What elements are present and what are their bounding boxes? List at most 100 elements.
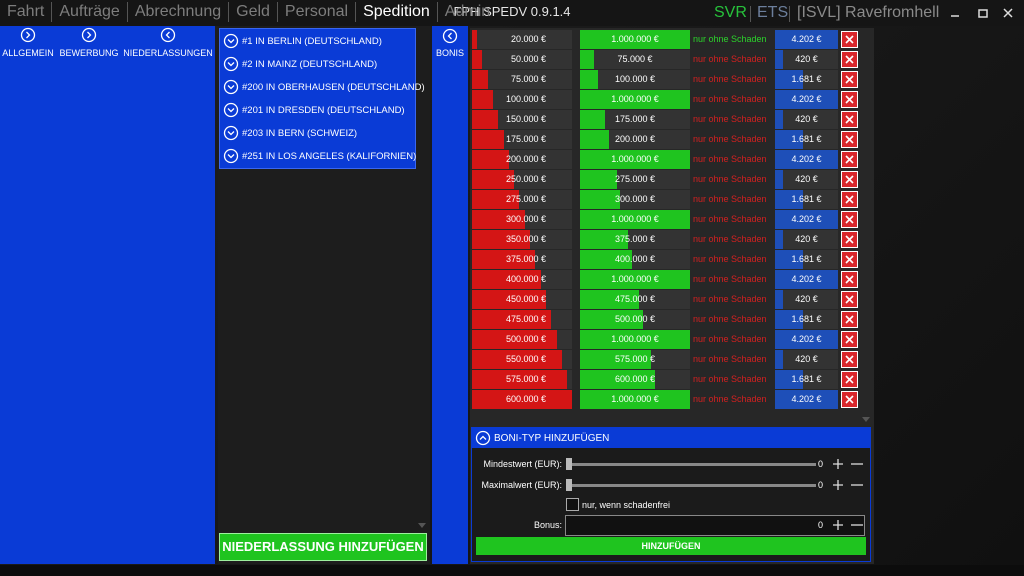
bonus-value: 4.202 € [791, 214, 822, 224]
min-bar [472, 130, 504, 149]
slider-thumb[interactable] [566, 479, 572, 491]
slider-track[interactable] [568, 484, 816, 487]
chevron-icon[interactable] [223, 33, 239, 49]
max-bar [580, 310, 644, 329]
add-branch-button[interactable]: NIEDERLASSUNG HINZUFÜGEN [219, 533, 427, 561]
delete-button[interactable] [841, 31, 858, 48]
max-bar [580, 190, 621, 209]
branch-item[interactable]: #200 IN OBERHAUSEN (DEUTSCHLAND) [242, 82, 425, 93]
max-value: 600.000 € [614, 374, 656, 384]
delete-button[interactable] [841, 271, 858, 288]
delete-button[interactable] [841, 371, 858, 388]
delete-button[interactable] [841, 291, 858, 308]
max-value: 175.000 € [614, 114, 656, 124]
bonus-value: 420 € [795, 234, 818, 244]
max-bar [580, 330, 690, 349]
min-value: 575.000 € [505, 374, 546, 384]
bonus-tab [432, 26, 468, 564]
max-cell [580, 110, 690, 129]
min-label: Mindestwert (EUR): [483, 459, 562, 469]
collapse-icon[interactable] [475, 430, 491, 446]
bonus-input[interactable] [565, 515, 865, 536]
branch-item[interactable]: #1 IN BERLIN (DEUTSCHLAND) [242, 36, 382, 47]
branch-item[interactable]: #251 IN LOS ANGELES (KALIFORNIEN) [242, 151, 417, 162]
stepper[interactable] [830, 478, 866, 492]
max-value: 1.000.000 € [611, 94, 659, 104]
slider-track[interactable] [568, 463, 816, 466]
chevron-icon[interactable] [81, 27, 97, 43]
delete-button[interactable] [841, 91, 858, 108]
max-value: 475.000 € [614, 294, 656, 304]
menu-item[interactable]: Geld [228, 2, 277, 22]
condition: nur ohne Schaden [693, 274, 767, 284]
game-status[interactable]: ETS [757, 4, 789, 21]
min-value: 250.000 € [505, 174, 546, 184]
branch-item[interactable]: #203 IN BERN (SCHWEIZ) [242, 128, 358, 139]
scroll-arrow[interactable] [416, 520, 428, 530]
chevron-icon[interactable] [160, 27, 176, 43]
sidebar-item[interactable]: ALLGEMEIN [2, 48, 54, 58]
delete-button[interactable] [841, 331, 858, 348]
slider-thumb[interactable] [566, 458, 572, 470]
min-bar [472, 250, 536, 269]
delete-button[interactable] [841, 231, 858, 248]
max-bar [580, 30, 690, 49]
bonus-tab-label[interactable]: BONIS [435, 48, 464, 58]
max-bar [580, 270, 690, 289]
delete-button[interactable] [841, 131, 858, 148]
server-status[interactable]: SVR [714, 4, 747, 21]
menu-item[interactable]: Fahrt [7, 3, 45, 20]
checkbox-label[interactable]: nur, wenn schadenfrei [582, 500, 671, 510]
chevron-icon[interactable] [223, 125, 239, 141]
stepper[interactable] [830, 457, 866, 471]
bonus-value: 4.202 € [791, 94, 822, 104]
delete-button[interactable] [841, 251, 858, 268]
bonus-value: 1.681 € [791, 314, 822, 324]
scroll-arrow[interactable] [860, 414, 872, 424]
delete-button[interactable] [841, 311, 858, 328]
min-bar [472, 210, 525, 229]
menu-item[interactable]: Personal [276, 2, 355, 22]
branch-item[interactable]: #201 IN DRESDEN (DEUTSCHLAND) [242, 105, 405, 116]
chevron-icon[interactable] [223, 56, 239, 72]
min-bar [472, 30, 477, 49]
delete-button[interactable] [841, 71, 858, 88]
max-value: 200.000 € [614, 134, 656, 144]
chevron-icon[interactable] [223, 102, 239, 118]
menu-item[interactable]: Spedition [355, 2, 437, 22]
field-value: 0 [818, 459, 824, 469]
menu-item[interactable]: Abrechnung [126, 2, 228, 22]
chevron-icon[interactable] [223, 148, 239, 164]
min-bar [472, 90, 493, 109]
maximize-button[interactable] [978, 9, 988, 18]
branch-item[interactable]: #2 IN MAINZ (DEUTSCHLAND) [242, 59, 378, 70]
user-name[interactable]: [ISVL] Ravefromhell [797, 4, 940, 21]
close-button[interactable] [1003, 8, 1013, 18]
back-icon[interactable] [442, 28, 458, 44]
delete-button[interactable] [841, 111, 858, 128]
submit-button[interactable]: HINZUFÜGEN [476, 537, 866, 555]
checkbox[interactable] [566, 498, 579, 511]
delete-button[interactable] [841, 51, 858, 68]
chevron-icon[interactable] [223, 79, 239, 95]
condition: nur ohne Schaden [693, 254, 767, 264]
delete-button[interactable] [841, 351, 858, 368]
min-value: 600.000 € [505, 394, 546, 404]
min-value: 200.000 € [505, 154, 546, 164]
sidebar-item[interactable]: NIEDERLASSUNGEN [123, 48, 213, 58]
chevron-icon[interactable] [20, 27, 36, 43]
bonus-bar [775, 170, 783, 189]
sidebar-item[interactable]: BEWERBUNG [59, 48, 119, 58]
max-value: 1.000.000 € [611, 34, 659, 44]
max-cell [580, 50, 690, 69]
delete-button[interactable] [841, 211, 858, 228]
menu-item[interactable]: Admin [436, 2, 497, 22]
menu-item[interactable]: Aufträge [51, 2, 126, 22]
stepper[interactable] [830, 518, 866, 532]
delete-button[interactable] [841, 191, 858, 208]
delete-button[interactable] [841, 391, 858, 408]
bonus-bar [775, 210, 838, 229]
delete-button[interactable] [841, 171, 858, 188]
delete-button[interactable] [841, 151, 858, 168]
condition: nur ohne Schaden [693, 174, 767, 184]
